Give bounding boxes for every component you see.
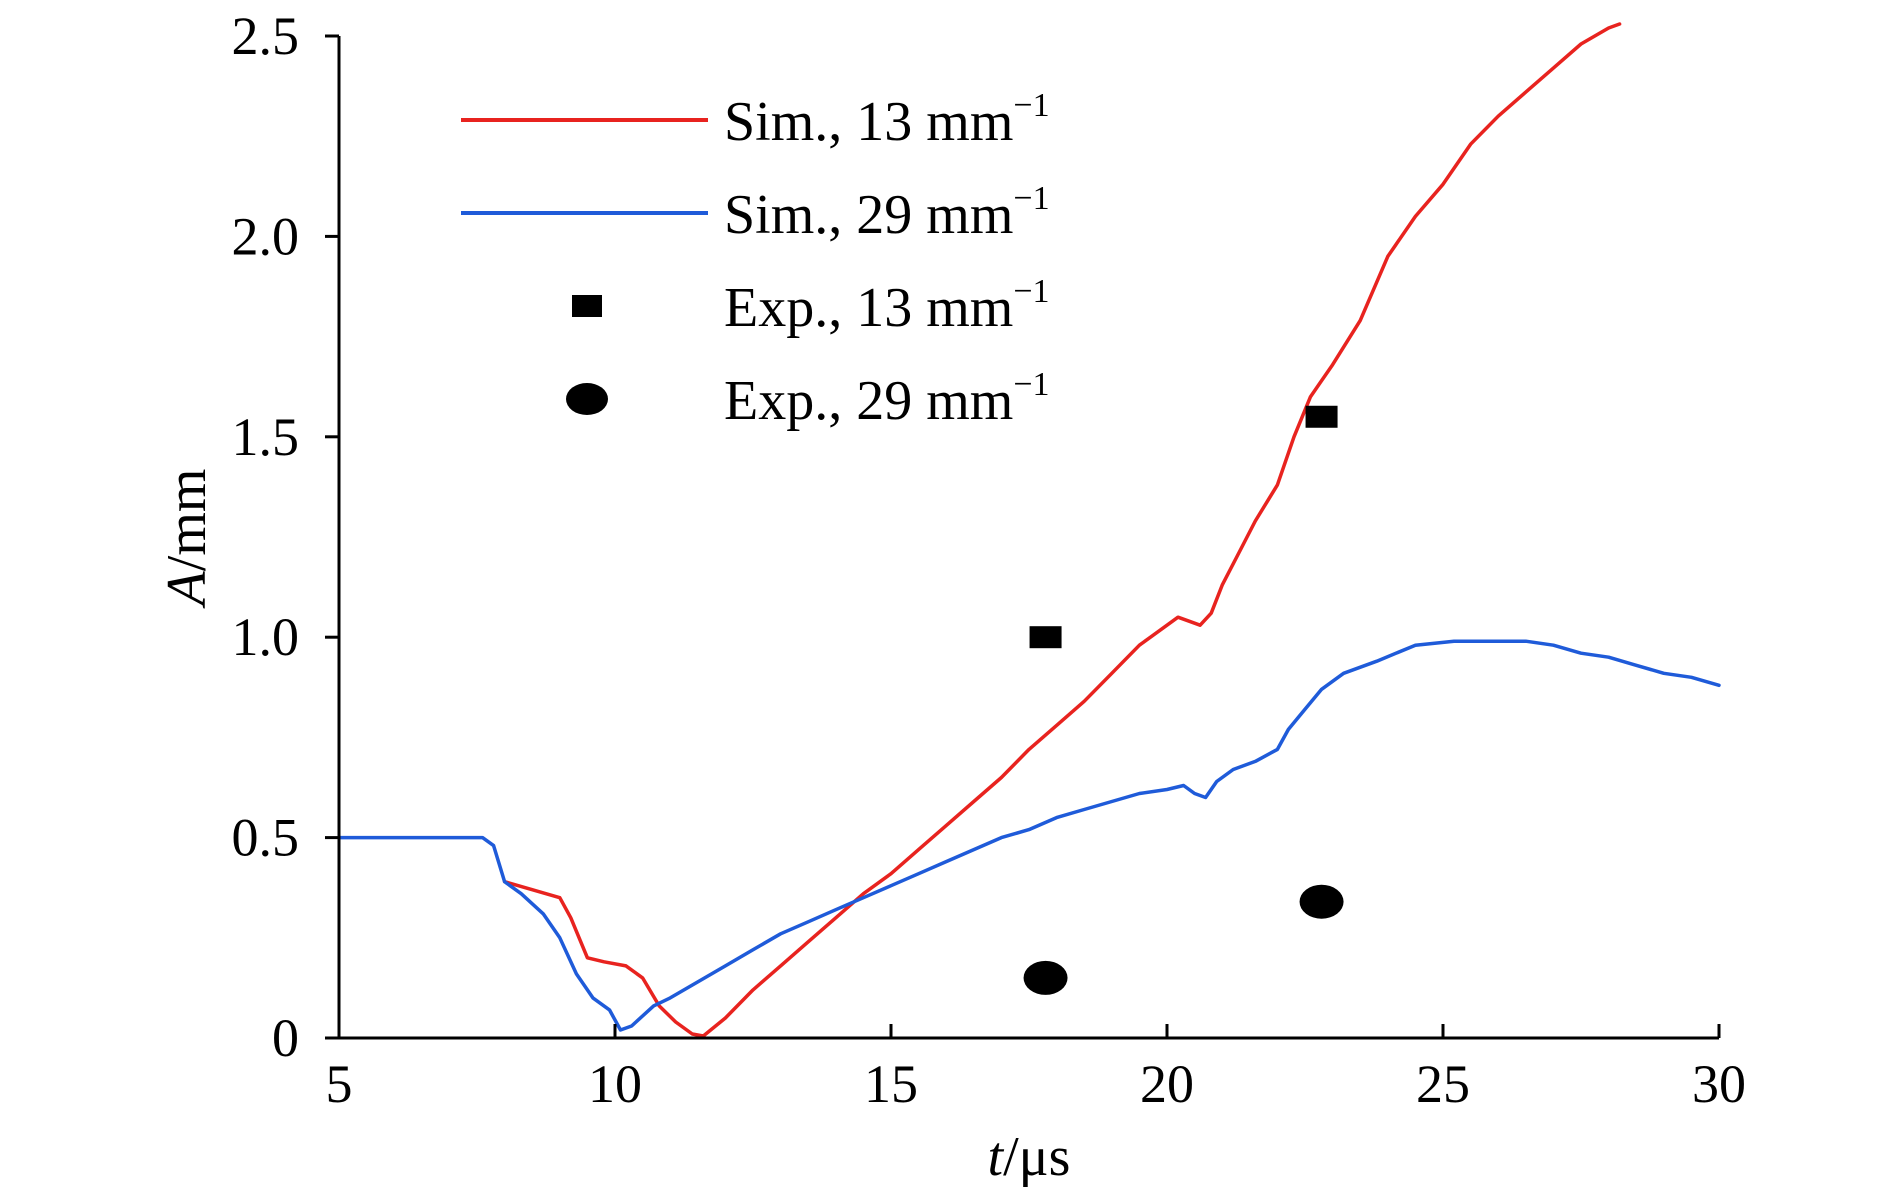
- x-ticks: 5 10 15 20 25 30: [326, 1024, 1746, 1114]
- y-tick-label: 0: [272, 1008, 299, 1068]
- y-tick-label: 2.0: [232, 206, 300, 266]
- legend-label: Sim., 13 mm−1: [724, 87, 1050, 153]
- y-tick-label: 0.5: [232, 808, 300, 868]
- legend: Sim., 13 mm−1 Sim., 29 mm−1 Exp., 13 mm−1 E…: [461, 87, 1050, 432]
- legend-item-exp-29-mm-marker: Exp., 29 mm−1: [566, 366, 1050, 432]
- y-tick-label: 1.5: [232, 407, 300, 467]
- y-tick-label: 1.0: [232, 607, 300, 667]
- legend-label: Exp., 13 mm−1: [724, 273, 1050, 339]
- legend-label: Exp., 29 mm−1: [724, 366, 1050, 432]
- legend-item-sim-13-mm-line: Sim., 13 mm−1: [461, 87, 1050, 153]
- x-tick-label: 15: [864, 1054, 918, 1114]
- y-axis-label: A/mm: [156, 469, 218, 610]
- x-tick-label: 30: [1692, 1054, 1746, 1114]
- x-axis-label: t/μs: [988, 1126, 1071, 1188]
- y-ticks: 0 0.5 1.0 1.5 2.0 2.5: [232, 6, 339, 1068]
- legend-item-exp-13-mm-marker: Exp., 13 mm−1: [572, 273, 1050, 339]
- legend-circle-marker: [566, 383, 608, 415]
- data-point-exp-13-mm-marker: [1029, 626, 1062, 649]
- axes: [337, 36, 1719, 1040]
- y-tick-label: 2.5: [232, 6, 300, 66]
- legend-square-marker: [572, 295, 602, 317]
- x-tick-label: 25: [1416, 1054, 1470, 1114]
- data-point-exp-29-mm-marker: [1299, 884, 1344, 919]
- legend-label: Sim., 29 mm−1: [724, 180, 1050, 246]
- legend-item-sim-29-mm-line: Sim., 29 mm−1: [461, 180, 1050, 246]
- data-point-exp-29-mm-marker: [1023, 960, 1068, 995]
- series-line-sim-29-mm-line: [337, 639, 1721, 1032]
- x-tick-label: 5: [326, 1054, 353, 1114]
- x-tick-label: 10: [588, 1054, 642, 1114]
- series-line-sim-13-mm-line: [502, 22, 1622, 1038]
- data-point-exp-13-mm-marker: [1305, 405, 1338, 428]
- plot-series: [337, 22, 1721, 1038]
- x-tick-label: 20: [1140, 1054, 1194, 1114]
